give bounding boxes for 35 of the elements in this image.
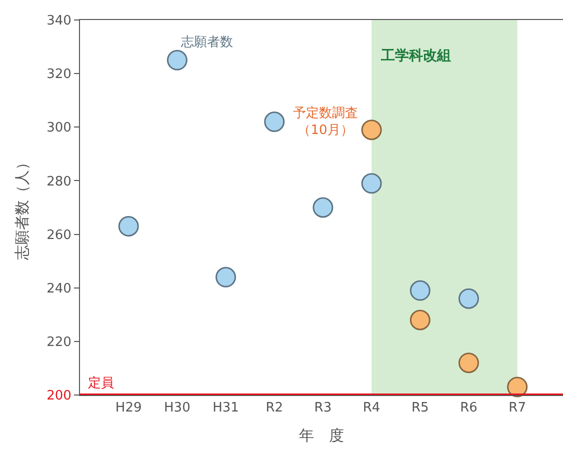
x-axis-title: 年 度	[299, 426, 344, 445]
point	[458, 352, 479, 374]
y-tick-label: 240	[46, 281, 72, 296]
y-tick-label: 280	[46, 174, 72, 190]
series-label: 志願者数	[181, 35, 233, 50]
point	[410, 280, 430, 301]
point	[410, 310, 430, 330]
y-tick-label: 260	[46, 228, 72, 243]
x-tick-label: H31	[212, 400, 239, 416]
point	[361, 173, 382, 194]
point	[507, 376, 528, 398]
series-label: 予定数調査（10月）	[293, 106, 358, 138]
band-label: 工学科改組	[380, 48, 451, 64]
point	[118, 216, 139, 236]
y-axis-title: 志願者数（人）	[12, 155, 31, 260]
point	[216, 266, 236, 288]
point	[312, 197, 334, 218]
x-tick-label: R5	[411, 400, 429, 416]
point	[166, 50, 188, 70]
point	[361, 120, 382, 140]
x-tick-label: R7	[508, 400, 526, 416]
x-tick-label: R6	[460, 400, 478, 416]
x-tick-label: R4	[362, 400, 380, 416]
x-tick-label: R2	[266, 400, 284, 416]
point	[264, 112, 285, 132]
y-tick-label: 200	[46, 388, 72, 404]
y-tick-label: 300	[46, 120, 72, 136]
x-tick-label: H29	[115, 400, 142, 416]
x-tick-label: R3	[314, 400, 332, 416]
point	[458, 288, 479, 309]
y-tick-label: 320	[46, 67, 72, 82]
y-tick-label: 220	[46, 334, 72, 350]
ref-line-label: 定員	[88, 376, 114, 391]
y-tick-label: 340	[46, 14, 72, 29]
x-tick-label: H30	[164, 400, 190, 416]
